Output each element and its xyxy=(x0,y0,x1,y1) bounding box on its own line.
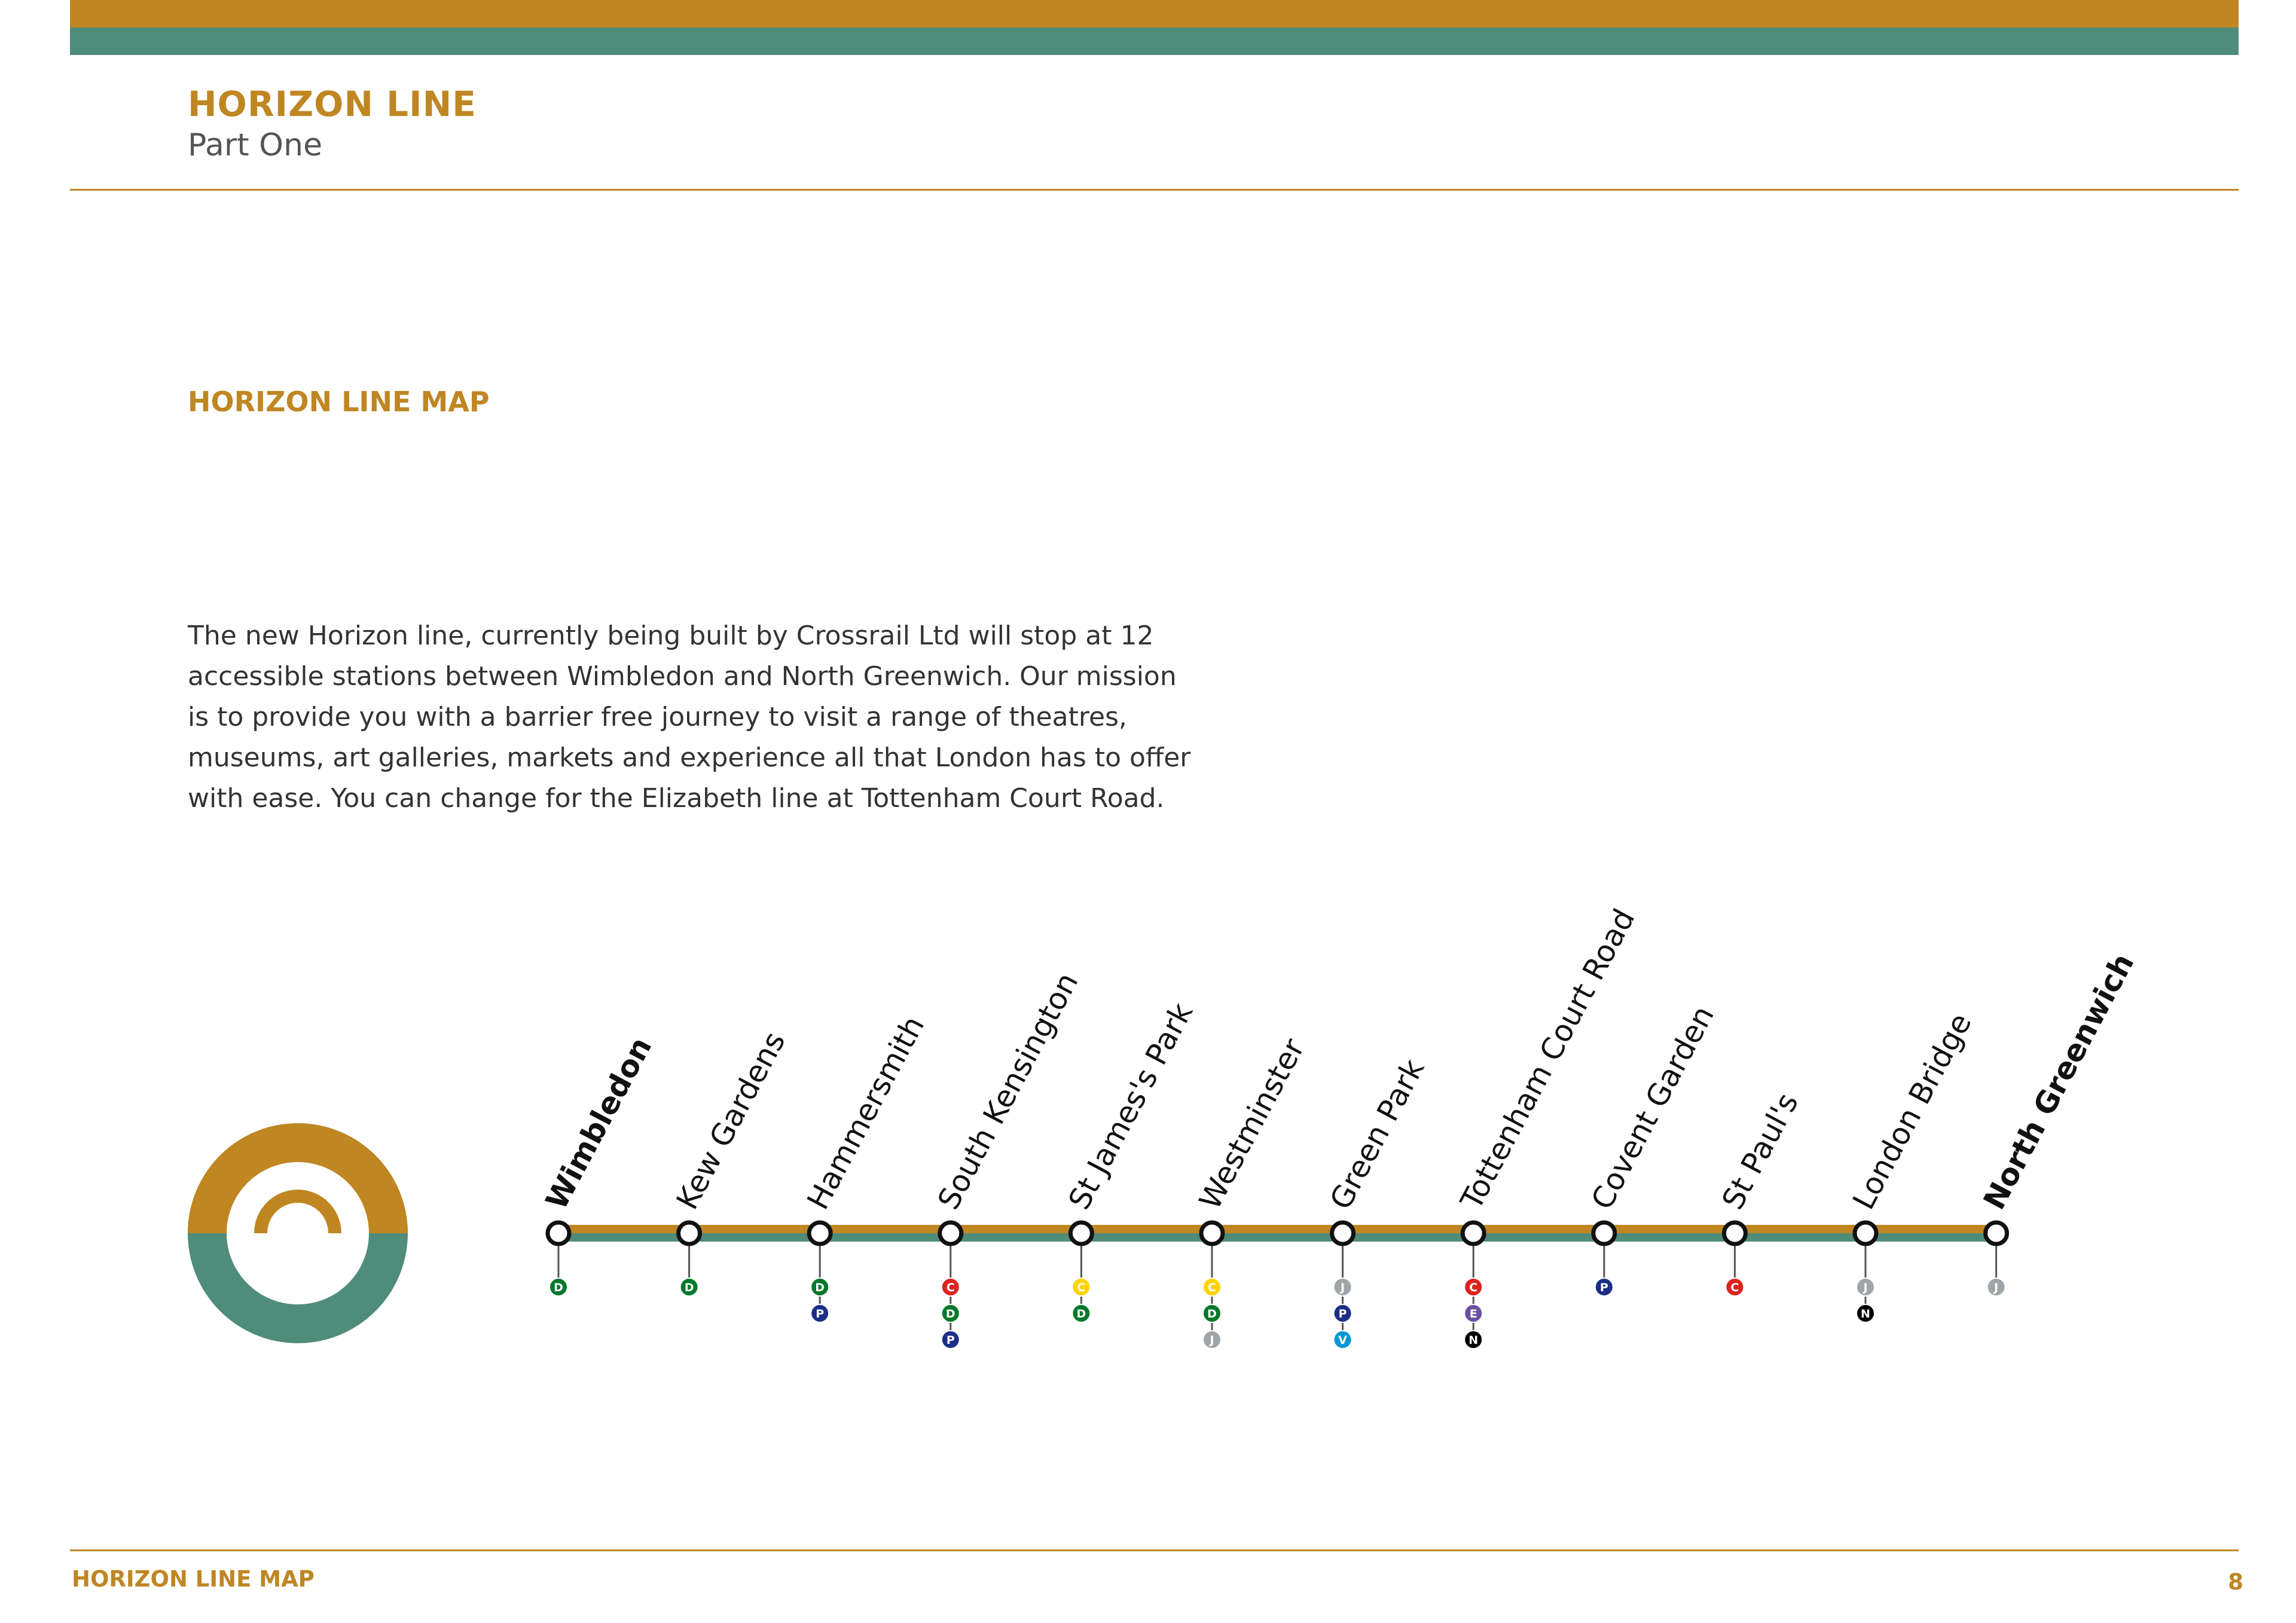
station-st-james-s-park[interactable]: CD St James's Park xyxy=(1062,997,1200,1323)
interchange-badge-label: P xyxy=(1600,1281,1608,1294)
interchange-badge-label: D xyxy=(815,1281,825,1294)
interchange-badge xyxy=(941,1304,960,1323)
interchange-badge-label: J xyxy=(1339,1281,1345,1294)
interchange-badge xyxy=(941,1330,960,1349)
intro-paragraph: The new Horizon line, currently being bu… xyxy=(188,621,1191,814)
interchange-badge-label: C xyxy=(947,1281,955,1294)
interchange-badge xyxy=(1856,1304,1875,1323)
interchange-badge xyxy=(1071,1304,1091,1323)
station-north-greenwich[interactable]: J North Greenwich xyxy=(1977,948,2141,1297)
interchange-badge xyxy=(941,1277,960,1297)
interchange-badge-label: J xyxy=(1993,1281,1998,1294)
footer-divider xyxy=(70,1549,2239,1551)
station-name: Kew Gardens xyxy=(670,1026,792,1215)
page-number: 8 xyxy=(2228,1569,2243,1595)
station-name: Wimbledon xyxy=(539,1032,658,1215)
interchange-badge xyxy=(1333,1304,1352,1323)
interchange-badge xyxy=(679,1277,699,1297)
document-title: HORIZON LINE xyxy=(188,84,477,124)
document-subtitle: Part One xyxy=(188,127,323,163)
interchange-badge-label: C xyxy=(1208,1281,1216,1294)
station-marker xyxy=(1199,1220,1225,1246)
interchange-badge xyxy=(1986,1277,2006,1297)
station-name: Green Park xyxy=(1323,1053,1431,1215)
station-london-bridge[interactable]: JN London Bridge xyxy=(1846,1008,1979,1323)
interchange-badge-label: D xyxy=(1207,1307,1217,1321)
interchange-badge-label: P xyxy=(947,1334,955,1347)
route-line-gold xyxy=(558,1225,1996,1233)
interchange-badge xyxy=(1333,1277,1352,1297)
interchange-badge-label: J xyxy=(1862,1281,1867,1294)
interchange-badge-label: N xyxy=(1861,1307,1870,1321)
footer-title: HORIZON LINE MAP xyxy=(72,1566,315,1592)
horizon-line-roundel-icon xyxy=(188,1123,408,1343)
interchange-badge xyxy=(1464,1277,1483,1297)
interchange-badge xyxy=(1333,1330,1352,1349)
station-st-paul-s[interactable]: C St Paul's xyxy=(1715,1087,1805,1297)
interchange-badge-label: P xyxy=(1339,1307,1347,1321)
interchange-badge xyxy=(810,1304,830,1323)
interchange-badge-label: D xyxy=(554,1281,563,1294)
interchange-badge-label: P xyxy=(816,1307,824,1321)
interchange-badge xyxy=(549,1277,568,1297)
station-name: Covent Garden xyxy=(1584,1000,1721,1215)
interchange-badge xyxy=(1202,1330,1222,1349)
route-line xyxy=(558,1225,1996,1242)
interchange-badge-label: E xyxy=(1470,1307,1477,1321)
station-marker xyxy=(1721,1220,1748,1246)
header-teal-band xyxy=(70,27,2239,55)
interchange-badge-label: N xyxy=(1468,1334,1478,1347)
station-marker xyxy=(676,1220,703,1246)
interchange-badge xyxy=(1202,1304,1222,1323)
station-name: North Greenwich xyxy=(1977,948,2141,1215)
interchange-badge-label: C xyxy=(1730,1281,1739,1294)
interchange-badge-label: V xyxy=(1338,1334,1347,1347)
interchange-badge-label: C xyxy=(1469,1281,1477,1294)
interchange-badge xyxy=(1071,1277,1091,1297)
station-marker xyxy=(1852,1220,1879,1246)
interchange-badge xyxy=(1594,1277,1614,1297)
station-marker xyxy=(1068,1220,1094,1246)
station-marker xyxy=(938,1220,964,1246)
station-kew-gardens[interactable]: D Kew Gardens xyxy=(670,1026,792,1297)
station-covent-garden[interactable]: P Covent Garden xyxy=(1584,1000,1721,1297)
interchange-badge xyxy=(1464,1330,1483,1349)
station-hammersmith[interactable]: DP Hammersmith xyxy=(801,1010,932,1323)
station-wimbledon[interactable]: D Wimbledon xyxy=(539,1032,658,1297)
interchange-badge xyxy=(1464,1304,1483,1323)
interchange-badge-label: D xyxy=(1077,1307,1086,1321)
interchange-badge xyxy=(1856,1277,1875,1297)
station-marker xyxy=(807,1220,833,1246)
section-heading: HORIZON LINE MAP xyxy=(188,386,490,418)
station-name: South Kensington xyxy=(931,967,1085,1215)
interchange-badge-label: D xyxy=(685,1281,694,1294)
interchange-badge-label: D xyxy=(946,1307,955,1321)
station-marker xyxy=(1460,1220,1486,1246)
station-marker xyxy=(1591,1220,1617,1246)
station-marker xyxy=(1983,1220,2010,1246)
station-westminster[interactable]: CDJ Westminster xyxy=(1192,1033,1311,1349)
station-name: Hammersmith xyxy=(801,1010,932,1215)
station-name: Westminster xyxy=(1192,1033,1311,1215)
station-name: London Bridge xyxy=(1846,1008,1978,1215)
station-name: St James's Park xyxy=(1062,997,1200,1215)
station-name: St Paul's xyxy=(1715,1087,1805,1215)
station-green-park[interactable]: JPV Green Park xyxy=(1323,1053,1431,1349)
interchange-badge xyxy=(1202,1277,1222,1297)
interchange-badge-label: C xyxy=(1077,1281,1085,1294)
header-gold-band xyxy=(70,0,2239,27)
interchange-badge xyxy=(1725,1277,1745,1297)
header-divider xyxy=(70,189,2239,191)
station-marker xyxy=(1330,1220,1356,1246)
interchange-badge xyxy=(810,1277,830,1297)
interchange-badge-label: J xyxy=(1208,1334,1214,1347)
station-marker xyxy=(545,1220,572,1246)
route-line-teal xyxy=(558,1233,1996,1242)
